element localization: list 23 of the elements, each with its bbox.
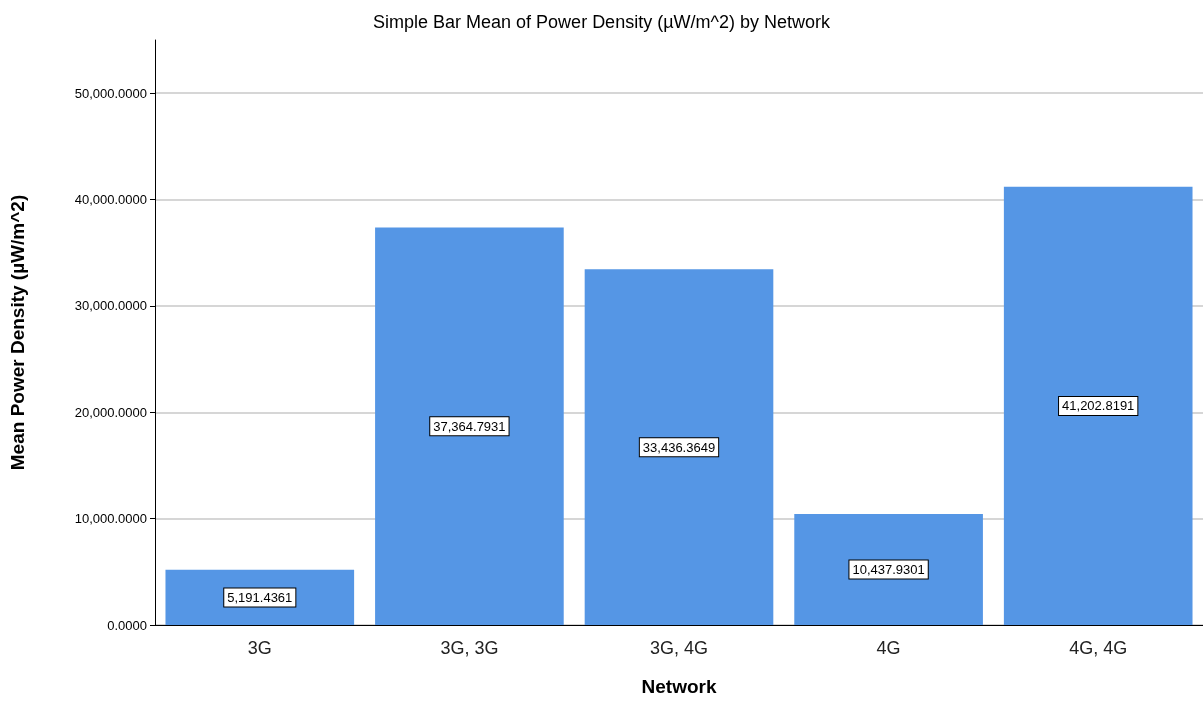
y-axis-title: Mean Power Density (µW/m^2) xyxy=(7,194,28,471)
data-label: 33,436.3649 xyxy=(642,439,716,455)
x-tick-label: 4G xyxy=(876,638,901,658)
x-tick-label: 3G xyxy=(247,638,272,658)
y-tick-label: 50,000.0000 xyxy=(74,85,147,101)
y-tick-label: 0.0000 xyxy=(107,617,147,633)
y-tick-label: 10,000.0000 xyxy=(74,511,147,527)
chart-title: Simple Bar Mean of Power Density (µW/m^2) by Network xyxy=(373,12,831,32)
data-label: 41,202.8191 xyxy=(1062,398,1135,414)
y-tick-label: 30,000.0000 xyxy=(74,298,147,314)
data-label: 37,364.7931 xyxy=(433,418,506,434)
bar xyxy=(1003,186,1193,625)
data-label: 10,437.9301 xyxy=(852,561,925,577)
y-tick-label: 40,000.0000 xyxy=(74,192,147,208)
data-label: 5,191.4361 xyxy=(227,589,293,605)
x-tick-label: 3G, 4G xyxy=(649,638,709,658)
bar xyxy=(375,227,564,625)
x-tick-label: 3G, 3G xyxy=(440,638,499,658)
x-axis-title: Network xyxy=(641,676,717,697)
bar xyxy=(584,269,774,625)
bar xyxy=(794,513,983,625)
y-tick-label: 20,000.0000 xyxy=(74,404,147,420)
x-tick-label: 4G, 4G xyxy=(1069,638,1128,658)
